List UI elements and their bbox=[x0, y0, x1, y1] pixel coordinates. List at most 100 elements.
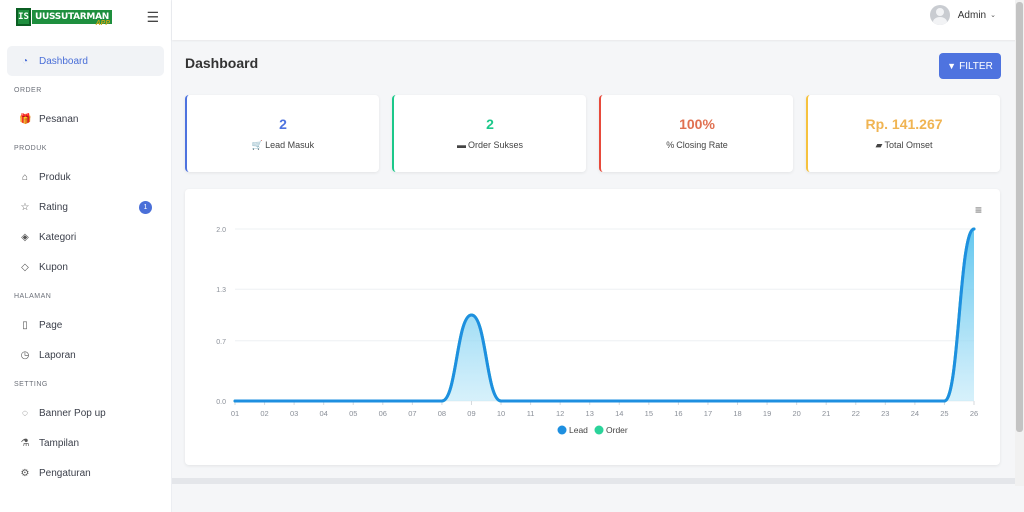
legend-marker-lead bbox=[557, 425, 567, 435]
sidebar-item-label: Tampilan bbox=[39, 437, 80, 449]
sidebar-item-label: Page bbox=[39, 319, 63, 331]
scroll-thumb[interactable] bbox=[1016, 2, 1023, 432]
user-menu[interactable]: Admin ⌄ bbox=[929, 5, 996, 25]
series-line-order bbox=[233, 227, 976, 403]
y-tick-label: 0.0 bbox=[216, 399, 226, 406]
horizontal-scrollbar[interactable] bbox=[172, 478, 1015, 484]
section-title-produk: PRODUK bbox=[14, 144, 47, 152]
x-tick-label: 20 bbox=[792, 409, 800, 418]
sidebar-item-label: Pesanan bbox=[39, 113, 79, 125]
sidebar-item-dashboard[interactable]: ◔ Dashboard bbox=[7, 46, 164, 76]
sidebar-item-label: Dashboard bbox=[39, 55, 88, 67]
credit-card-icon: ▬ bbox=[456, 140, 466, 150]
chevron-down-icon: ⌄ bbox=[990, 12, 996, 19]
stat-value: 100% bbox=[679, 116, 715, 132]
stat-label: ▰ Total Omset bbox=[808, 140, 1000, 151]
stat-card-lead-masuk: 2 🛒 Lead Masuk bbox=[185, 95, 379, 172]
stat-label-text: Order Sukses bbox=[467, 140, 524, 150]
x-tick-label: 17 bbox=[704, 409, 712, 418]
filter-button[interactable]: ▼ FILTER bbox=[939, 53, 1001, 79]
x-tick-label: 25 bbox=[940, 409, 948, 418]
x-tick-label: 02 bbox=[260, 409, 268, 418]
sidebar-item-label: Pengaturan bbox=[39, 467, 91, 479]
sidebar-item-label: Produk bbox=[39, 171, 71, 183]
sidebar: IS UUSSUTARMAN APP ☰ ◔ Dashboard ORDER 🎁… bbox=[0, 0, 172, 512]
x-tick-label: 14 bbox=[615, 409, 623, 418]
stat-label: ▬ Order Sukses bbox=[394, 140, 586, 150]
y-tick-label: 2.0 bbox=[216, 227, 226, 234]
section-title-order: ORDER bbox=[14, 86, 42, 94]
stat-card-order-sukses: 2 ▬ Order Sukses bbox=[392, 95, 586, 172]
vertical-scrollbar[interactable] bbox=[1015, 0, 1024, 486]
sidebar-menu: ◔ Dashboard ORDER 🎁 Pesanan PRODUK ⌂ Pro… bbox=[0, 46, 171, 488]
x-tick-label: 18 bbox=[733, 409, 741, 418]
hamburger-menu-icon[interactable]: ☰ bbox=[146, 8, 159, 25]
line-chart: 0.0 0.7 1.3 2.0 01 02 03 04 05 06 07 08 09 10 11 12 13 14… bbox=[216, 227, 978, 435]
stat-label-text: Lead Masuk bbox=[265, 140, 315, 150]
flask-icon: ⚗ bbox=[20, 437, 30, 449]
logo-mark-text: IS bbox=[18, 12, 29, 22]
sidebar-item-banner-pop-up[interactable]: ◌ Banner Pop up bbox=[7, 398, 164, 428]
clock-icon: ◷ bbox=[20, 349, 30, 361]
stat-value: Rp. 141.267 bbox=[865, 116, 943, 132]
series-line-lead bbox=[233, 227, 976, 403]
sidebar-item-kupon[interactable]: ◇ Kupon bbox=[7, 252, 164, 282]
wallet-icon: ▰ bbox=[875, 140, 883, 150]
sidebar-item-pengaturan[interactable]: ⚙ Pengaturan bbox=[7, 458, 164, 488]
x-tick-label: 22 bbox=[852, 409, 860, 418]
x-tick-label: 24 bbox=[911, 409, 919, 418]
sidebar-item-label: Banner Pop up bbox=[39, 407, 106, 419]
x-tick-label: 13 bbox=[586, 409, 594, 418]
logo[interactable]: IS UUSSUTARMAN APP bbox=[16, 6, 112, 28]
sidebar-item-pesanan[interactable]: 🎁 Pesanan bbox=[7, 104, 164, 134]
page-title: Dashboard bbox=[185, 55, 259, 71]
legend-marker-order bbox=[594, 425, 604, 435]
sidebar-item-page[interactable]: ▯ Page bbox=[7, 310, 164, 340]
chart-card: ≡ 0.0 0.7 1.3 2.0 01 02 03 04 05 06 07 08 09 10 11 12 13… bbox=[185, 189, 1000, 465]
x-tick-label: 19 bbox=[763, 409, 771, 418]
section-title-setting: SETTING bbox=[14, 380, 48, 388]
logo-text: UUSSUTARMAN bbox=[32, 10, 112, 24]
gear-icon: ⚙ bbox=[20, 467, 30, 479]
dashboard-icon: ◔ bbox=[21, 55, 29, 67]
sidebar-item-tampilan[interactable]: ⚗ Tampilan bbox=[7, 428, 164, 458]
section-title-halaman: HALAMAN bbox=[14, 292, 52, 300]
x-tick-label: 03 bbox=[290, 409, 298, 418]
x-tick-label: 07 bbox=[408, 409, 416, 418]
brand: IS UUSSUTARMAN APP ☰ bbox=[0, 0, 171, 34]
filter-label: FILTER bbox=[959, 60, 993, 72]
sidebar-item-kategori[interactable]: ◈ Kategori bbox=[7, 222, 164, 252]
stat-value: 2 bbox=[279, 116, 287, 132]
x-tick-label: 16 bbox=[674, 409, 682, 418]
stat-card-total-omset: Rp. 141.267 ▰ Total Omset bbox=[806, 95, 1000, 172]
x-tick-label: 11 bbox=[527, 409, 535, 418]
sidebar-item-rating[interactable]: ☆ Rating 1 bbox=[7, 192, 164, 222]
chat-icon: ◌ bbox=[22, 407, 28, 419]
logo-mark: IS bbox=[16, 8, 32, 26]
x-tick-label: 09 bbox=[467, 409, 475, 418]
sidebar-item-label: Kupon bbox=[39, 261, 68, 273]
chart-menu-icon[interactable]: ≡ bbox=[974, 203, 982, 217]
x-tick-label: 06 bbox=[379, 409, 387, 418]
stat-label-text: Closing Rate bbox=[676, 140, 728, 150]
x-tick-label: 05 bbox=[349, 409, 357, 418]
sidebar-item-label: Laporan bbox=[39, 349, 76, 361]
x-tick-label: 01 bbox=[231, 409, 239, 418]
x-tick-label: 10 bbox=[497, 409, 505, 418]
stat-value: 2 bbox=[486, 116, 494, 132]
stat-label-text: Total Omset bbox=[884, 140, 933, 150]
x-tick-label: 04 bbox=[320, 409, 328, 418]
sidebar-item-laporan[interactable]: ◷ Laporan bbox=[7, 340, 164, 370]
series-area-order bbox=[235, 229, 974, 401]
legend-label: Order bbox=[606, 425, 628, 435]
tag-icon: ◇ bbox=[21, 261, 29, 273]
gift-icon: 🎁 bbox=[19, 113, 32, 125]
x-tick-label: 21 bbox=[822, 409, 830, 418]
stat-label: % Closing Rate bbox=[601, 140, 793, 150]
rating-badge: 1 bbox=[139, 201, 152, 214]
x-tick-label: 12 bbox=[556, 409, 564, 418]
stat-card-closing-rate: 100% % Closing Rate bbox=[599, 95, 793, 172]
sidebar-item-produk[interactable]: ⌂ Produk bbox=[7, 162, 164, 192]
x-tick-label: 23 bbox=[881, 409, 889, 418]
clipboard-icon: ▯ bbox=[22, 319, 28, 331]
